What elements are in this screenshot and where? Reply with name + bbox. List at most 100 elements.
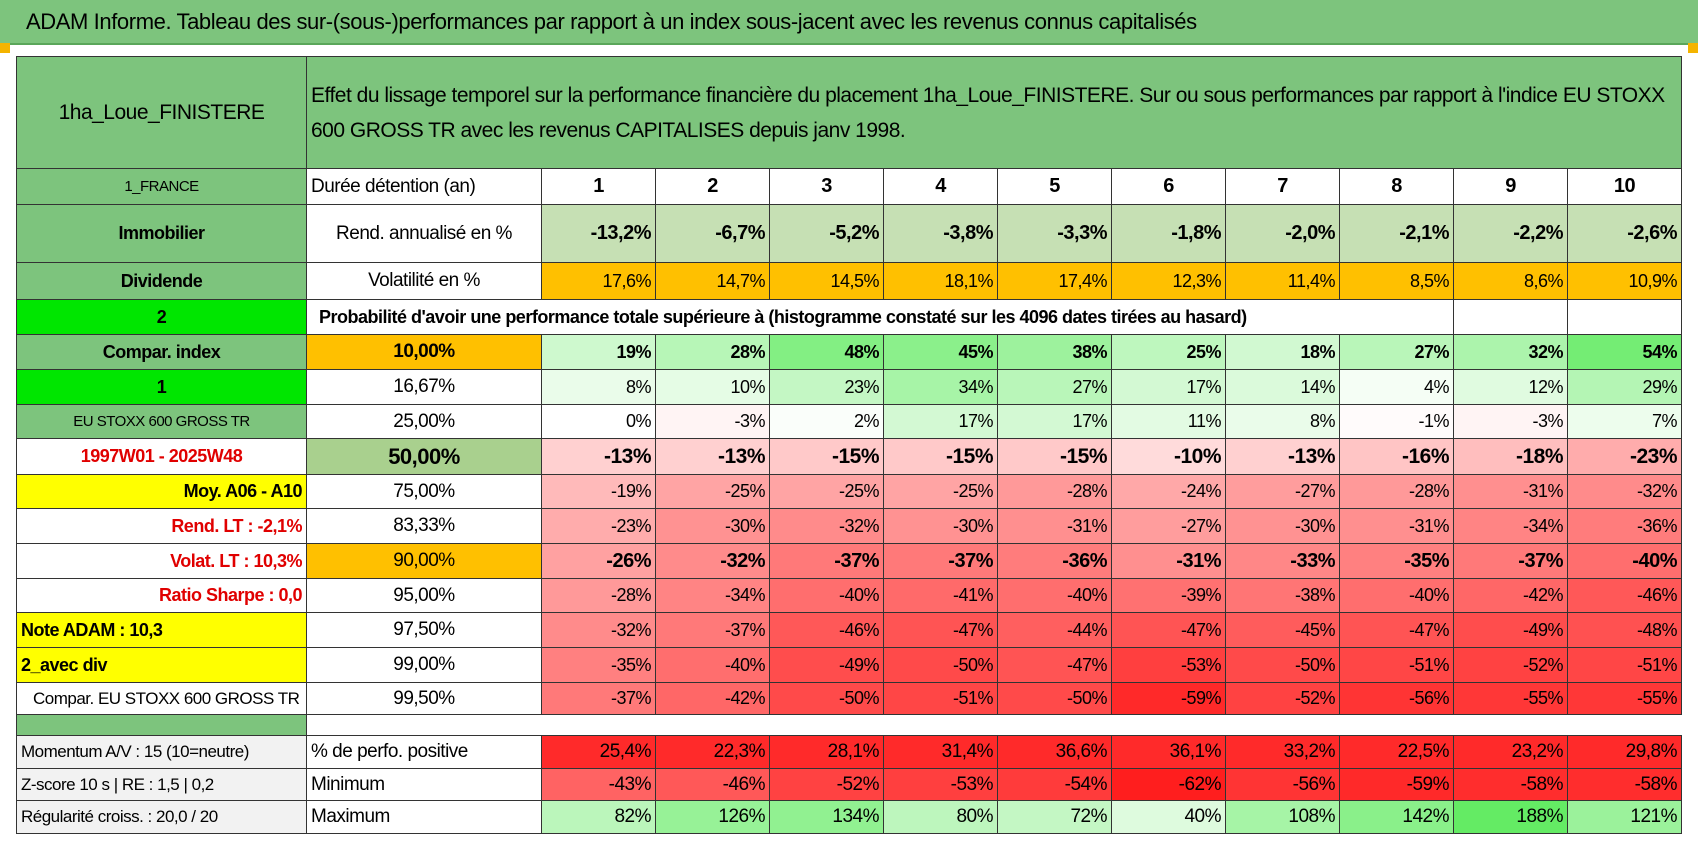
table-row: Compar. EU STOXX 600 GROSS TR 99,50% -37% -…	[16, 682, 1682, 715]
row-label: Minimum	[306, 768, 542, 801]
value-cell: -19%	[541, 474, 656, 509]
table-row: 1_FRANCE Durée détention (an) 1 2 3 4 5 6 7 8 9 10	[16, 168, 1682, 205]
value-cell: -37%	[769, 543, 884, 579]
value-cell: 10%	[655, 369, 770, 405]
corner-mark	[1688, 43, 1698, 53]
value-cell: -32%	[1567, 474, 1682, 509]
value-cell: 54%	[1567, 334, 1682, 370]
value-cell: -54%	[997, 768, 1112, 801]
value-cell: -51%	[1339, 647, 1454, 683]
table-row: EU STOXX 600 GROSS TR 25,00% 0% -3% 2% 17% 17%…	[16, 404, 1682, 439]
table-row: Note ADAM : 10,3 97,50% -32% -37% -46% -47% -4…	[16, 612, 1682, 648]
value-cell: -35%	[1339, 543, 1454, 579]
value-cell: 17,6%	[541, 262, 656, 300]
value-cell: -50%	[883, 647, 998, 683]
spacer	[307, 715, 1682, 736]
row-header: Note ADAM : 10,3	[16, 612, 307, 648]
value-cell: 82%	[541, 800, 656, 834]
row-label: 25,00%	[306, 404, 542, 439]
value-cell: 40%	[1111, 800, 1226, 834]
row-header: Immobilier	[16, 204, 307, 263]
value-cell: 25,4%	[541, 735, 656, 769]
row-header: Dividende	[16, 262, 307, 300]
value-cell: 10,9%	[1567, 262, 1682, 300]
value-cell: -40%	[1567, 543, 1682, 579]
table-row: 1ha_Loue_FINISTERE Effet du lissage tempo…	[16, 56, 1682, 169]
value-cell: 12%	[1453, 369, 1568, 405]
table-row: Compar. index 10,00% 19% 28% 48% 45% 38% 25% 18%…	[16, 334, 1682, 370]
value-cell: 36,1%	[1111, 735, 1226, 769]
value-cell: -31%	[997, 508, 1112, 544]
value-cell: 14,5%	[769, 262, 884, 300]
row-header: 2_avec div	[16, 647, 307, 683]
value-cell: -28%	[997, 474, 1112, 509]
value-cell: 142%	[1339, 800, 1454, 834]
value-cell: -34%	[655, 578, 770, 613]
row-label: Volatilité en %	[306, 262, 542, 300]
value-cell: -51%	[883, 682, 998, 715]
value-cell: -53%	[883, 768, 998, 801]
value-cell: -25%	[769, 474, 884, 509]
row-label: 75,00%	[306, 474, 542, 509]
value-cell: 48%	[769, 334, 884, 370]
value-cell: -40%	[655, 647, 770, 683]
row-label: 97,50%	[306, 612, 542, 648]
value-cell: 121%	[1567, 800, 1682, 834]
value-cell: 12,3%	[1111, 262, 1226, 300]
value-cell: 22,5%	[1339, 735, 1454, 769]
value-cell: -3%	[655, 404, 770, 439]
value-cell: 2	[655, 168, 770, 205]
value-cell: -37%	[541, 682, 656, 715]
value-cell: 45%	[883, 334, 998, 370]
corner-mark	[0, 43, 10, 53]
value-cell: 17,4%	[997, 262, 1112, 300]
value-cell: -2,0%	[1225, 204, 1340, 263]
row-header: 1_FRANCE	[16, 168, 307, 205]
row-header: Rend. LT : -2,1%	[16, 508, 307, 544]
value-cell: -55%	[1567, 682, 1682, 715]
value-cell: 28,1%	[769, 735, 884, 769]
value-cell: -33%	[1225, 543, 1340, 579]
row-header: Compar. EU STOXX 600 GROSS TR	[16, 682, 307, 715]
value-cell: -36%	[1567, 508, 1682, 544]
value-cell: -13%	[541, 438, 656, 475]
value-cell: 3	[769, 168, 884, 205]
value-cell: -13,2%	[541, 204, 656, 263]
row-header: Régularité croiss. : 20,0 / 20	[16, 800, 307, 834]
value-cell: -25%	[883, 474, 998, 509]
table-row: 1 16,67% 8% 10% 23% 34% 27% 17% 14% 4% 12% 29%	[16, 369, 1682, 405]
row-header: Volat. LT : 10,3%	[16, 543, 307, 579]
row-label: 50,00%	[306, 438, 542, 475]
table-row: 1997W01 - 2025W48 50,00% -13% -13% -15% -15% -…	[16, 438, 1682, 475]
value-cell: -51%	[1567, 647, 1682, 683]
value-cell: 108%	[1225, 800, 1340, 834]
row-header: 1	[16, 369, 307, 405]
value-cell: -15%	[997, 438, 1112, 475]
value-cell: -23%	[1567, 438, 1682, 475]
value-cell: 36,6%	[997, 735, 1112, 769]
table-row: Régularité croiss. : 20,0 / 20 Maximum 82%…	[16, 800, 1682, 834]
value-cell: 22,3%	[655, 735, 770, 769]
value-cell: -32%	[541, 612, 656, 648]
row-header: 1997W01 - 2025W48	[16, 438, 307, 475]
value-cell: -46%	[655, 768, 770, 801]
row-label: 99,00%	[306, 647, 542, 683]
row-label: Maximum	[306, 800, 542, 834]
value-cell: -45%	[1225, 612, 1340, 648]
row-label: 16,67%	[306, 369, 542, 405]
value-cell: -50%	[997, 682, 1112, 715]
value-cell: -15%	[769, 438, 884, 475]
table-row: 2_avec div 99,00% -35% -40% -49% -50% -47% -53%…	[16, 647, 1682, 683]
value-cell: 19%	[541, 334, 656, 370]
value-cell: -18%	[1453, 438, 1568, 475]
value-cell: -47%	[1339, 612, 1454, 648]
table-row: Z-score 10 s | RE : 1,5 | 0,2 Minimum -43%…	[16, 768, 1682, 801]
value-cell: -49%	[1453, 612, 1568, 648]
value-cell: 18%	[1225, 334, 1340, 370]
value-cell: 27%	[997, 369, 1112, 405]
value-cell: 31,4%	[883, 735, 998, 769]
row-label: 90,00%	[306, 543, 542, 579]
value-cell: -2,6%	[1567, 204, 1682, 263]
value-cell: 126%	[655, 800, 770, 834]
